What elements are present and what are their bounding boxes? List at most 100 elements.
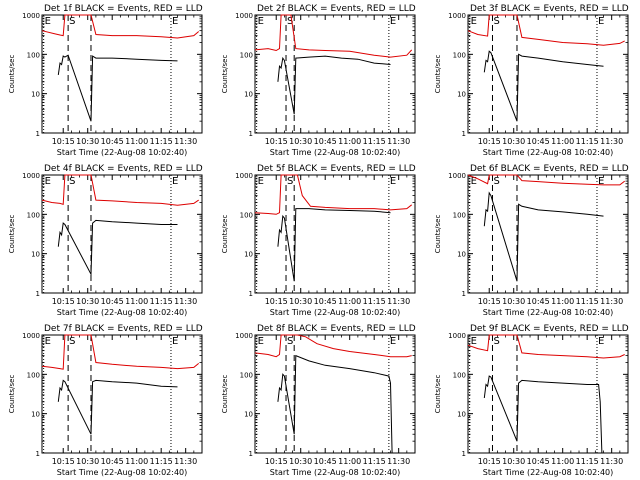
y-axis-label: Counts/sec (8, 55, 16, 94)
time-marker-label: E (471, 336, 477, 347)
time-marker-label: S (69, 176, 75, 187)
x-tick-label: 10:15 (478, 297, 501, 306)
x-tick-label: 10:15 (52, 137, 75, 146)
y-tick-label: 10 (457, 411, 466, 419)
chart-title: Det 1f BLACK = Events, RED = LLD (44, 4, 203, 14)
y-tick-label: 10 (457, 251, 466, 259)
x-tick-label: 10:15 (265, 457, 288, 466)
y-tick-label: 100 (27, 211, 40, 219)
x-tick-label: 11:30 (387, 457, 410, 466)
y-tick-label: 1000 (22, 172, 40, 180)
x-tick-label: 11:15 (150, 297, 173, 306)
x-tick-label: 11:30 (174, 457, 197, 466)
time-marker-label: E (471, 176, 477, 187)
x-tick-label: 11:30 (600, 137, 623, 146)
plot-frame (254, 174, 416, 294)
y-tick-label: 1 (462, 290, 466, 298)
time-marker-label: S (287, 336, 293, 347)
y-tick-label: 100 (240, 371, 253, 379)
series-line-1 (277, 55, 391, 115)
x-tick-label: 11:15 (150, 457, 173, 466)
time-marker-label: E (258, 176, 264, 187)
time-marker-label: E (45, 176, 51, 187)
time-marker-label: E (258, 16, 264, 27)
time-marker-label: E (471, 16, 477, 27)
x-axis-label: Start Time (22-Aug-08 10:02:40) (483, 468, 614, 477)
x-tick-label: 11:30 (387, 137, 410, 146)
x-tick-label: 10:15 (478, 457, 501, 466)
y-axis-label: Counts/sec (434, 55, 442, 94)
x-tick-label: 11:00 (338, 297, 361, 306)
y-tick-label: 10 (457, 91, 466, 99)
x-tick-label: 10:45 (314, 297, 337, 306)
chart-title: Det 7f BLACK = Events, RED = LLD (44, 324, 203, 334)
plot-frame (467, 334, 629, 454)
series-line-0 (467, 14, 625, 46)
y-axis-label: Counts/sec (8, 375, 16, 414)
x-tick-label: 10:30 (289, 137, 312, 146)
x-axis-label: Start Time (22-Aug-08 10:02:40) (483, 308, 614, 317)
x-tick-label: 10:30 (76, 297, 99, 306)
x-tick-label: 10:45 (101, 457, 124, 466)
series-line-0 (254, 334, 412, 358)
series-line-1 (57, 379, 178, 435)
series-line-1 (277, 354, 393, 454)
x-tick-label: 11:15 (363, 457, 386, 466)
x-tick-label: 11:30 (600, 457, 623, 466)
y-tick-label: 1000 (448, 172, 466, 180)
y-tick-label: 10 (244, 251, 253, 259)
series-line-0 (41, 14, 200, 39)
x-tick-label: 11:00 (338, 137, 361, 146)
y-tick-label: 1 (36, 130, 40, 138)
time-marker-label: E (258, 336, 264, 347)
time-marker-label: E (45, 16, 51, 27)
x-tick-label: 11:00 (551, 137, 574, 146)
x-tick-label: 11:30 (387, 297, 410, 306)
y-tick-label: 1 (249, 130, 253, 138)
x-tick-label: 11:15 (363, 297, 386, 306)
x-tick-label: 11:00 (125, 457, 148, 466)
time-marker-label: E (598, 336, 604, 347)
y-tick-label: 100 (27, 371, 40, 379)
x-tick-label: 11:00 (338, 457, 361, 466)
x-tick-label: 10:30 (76, 457, 99, 466)
y-tick-label: 10 (244, 411, 253, 419)
y-tick-label: 1 (249, 450, 253, 458)
y-tick-label: 10 (31, 91, 40, 99)
x-tick-label: 11:15 (576, 457, 599, 466)
plot-frame (41, 14, 203, 134)
time-marker-label: E (390, 336, 396, 347)
x-tick-label: 10:15 (52, 457, 75, 466)
x-tick-label: 11:00 (551, 457, 574, 466)
time-marker-label: S (493, 16, 499, 27)
y-tick-label: 100 (27, 51, 40, 59)
series-line-0 (467, 334, 625, 359)
time-marker-label: E (598, 176, 604, 187)
y-tick-label: 1 (462, 130, 466, 138)
y-tick-label: 1000 (22, 332, 40, 340)
x-tick-label: 11:15 (576, 137, 599, 146)
x-tick-label: 10:30 (502, 137, 525, 146)
x-tick-label: 10:30 (76, 137, 99, 146)
x-tick-label: 11:30 (600, 297, 623, 306)
y-axis-label: Counts/sec (8, 215, 16, 254)
x-axis-label: Start Time (22-Aug-08 10:02:40) (270, 308, 401, 317)
y-axis-label: Counts/sec (221, 55, 229, 94)
x-axis-label: Start Time (22-Aug-08 10:02:40) (483, 148, 614, 157)
time-marker-label: S (287, 176, 293, 187)
x-axis-label: Start Time (22-Aug-08 10:02:40) (57, 308, 188, 317)
plot-frame (254, 14, 416, 134)
y-tick-label: 1 (249, 290, 253, 298)
x-tick-label: 10:45 (527, 457, 550, 466)
x-axis-label: Start Time (22-Aug-08 10:02:40) (270, 468, 401, 477)
x-tick-label: 10:45 (314, 137, 337, 146)
time-marker-label: S (493, 336, 499, 347)
x-tick-label: 10:15 (265, 137, 288, 146)
x-tick-label: 10:15 (265, 297, 288, 306)
y-tick-label: 100 (240, 51, 253, 59)
x-tick-label: 10:30 (289, 297, 312, 306)
y-tick-label: 10 (31, 251, 40, 259)
time-marker-label: E (598, 16, 604, 27)
time-marker-label: S (287, 16, 293, 27)
